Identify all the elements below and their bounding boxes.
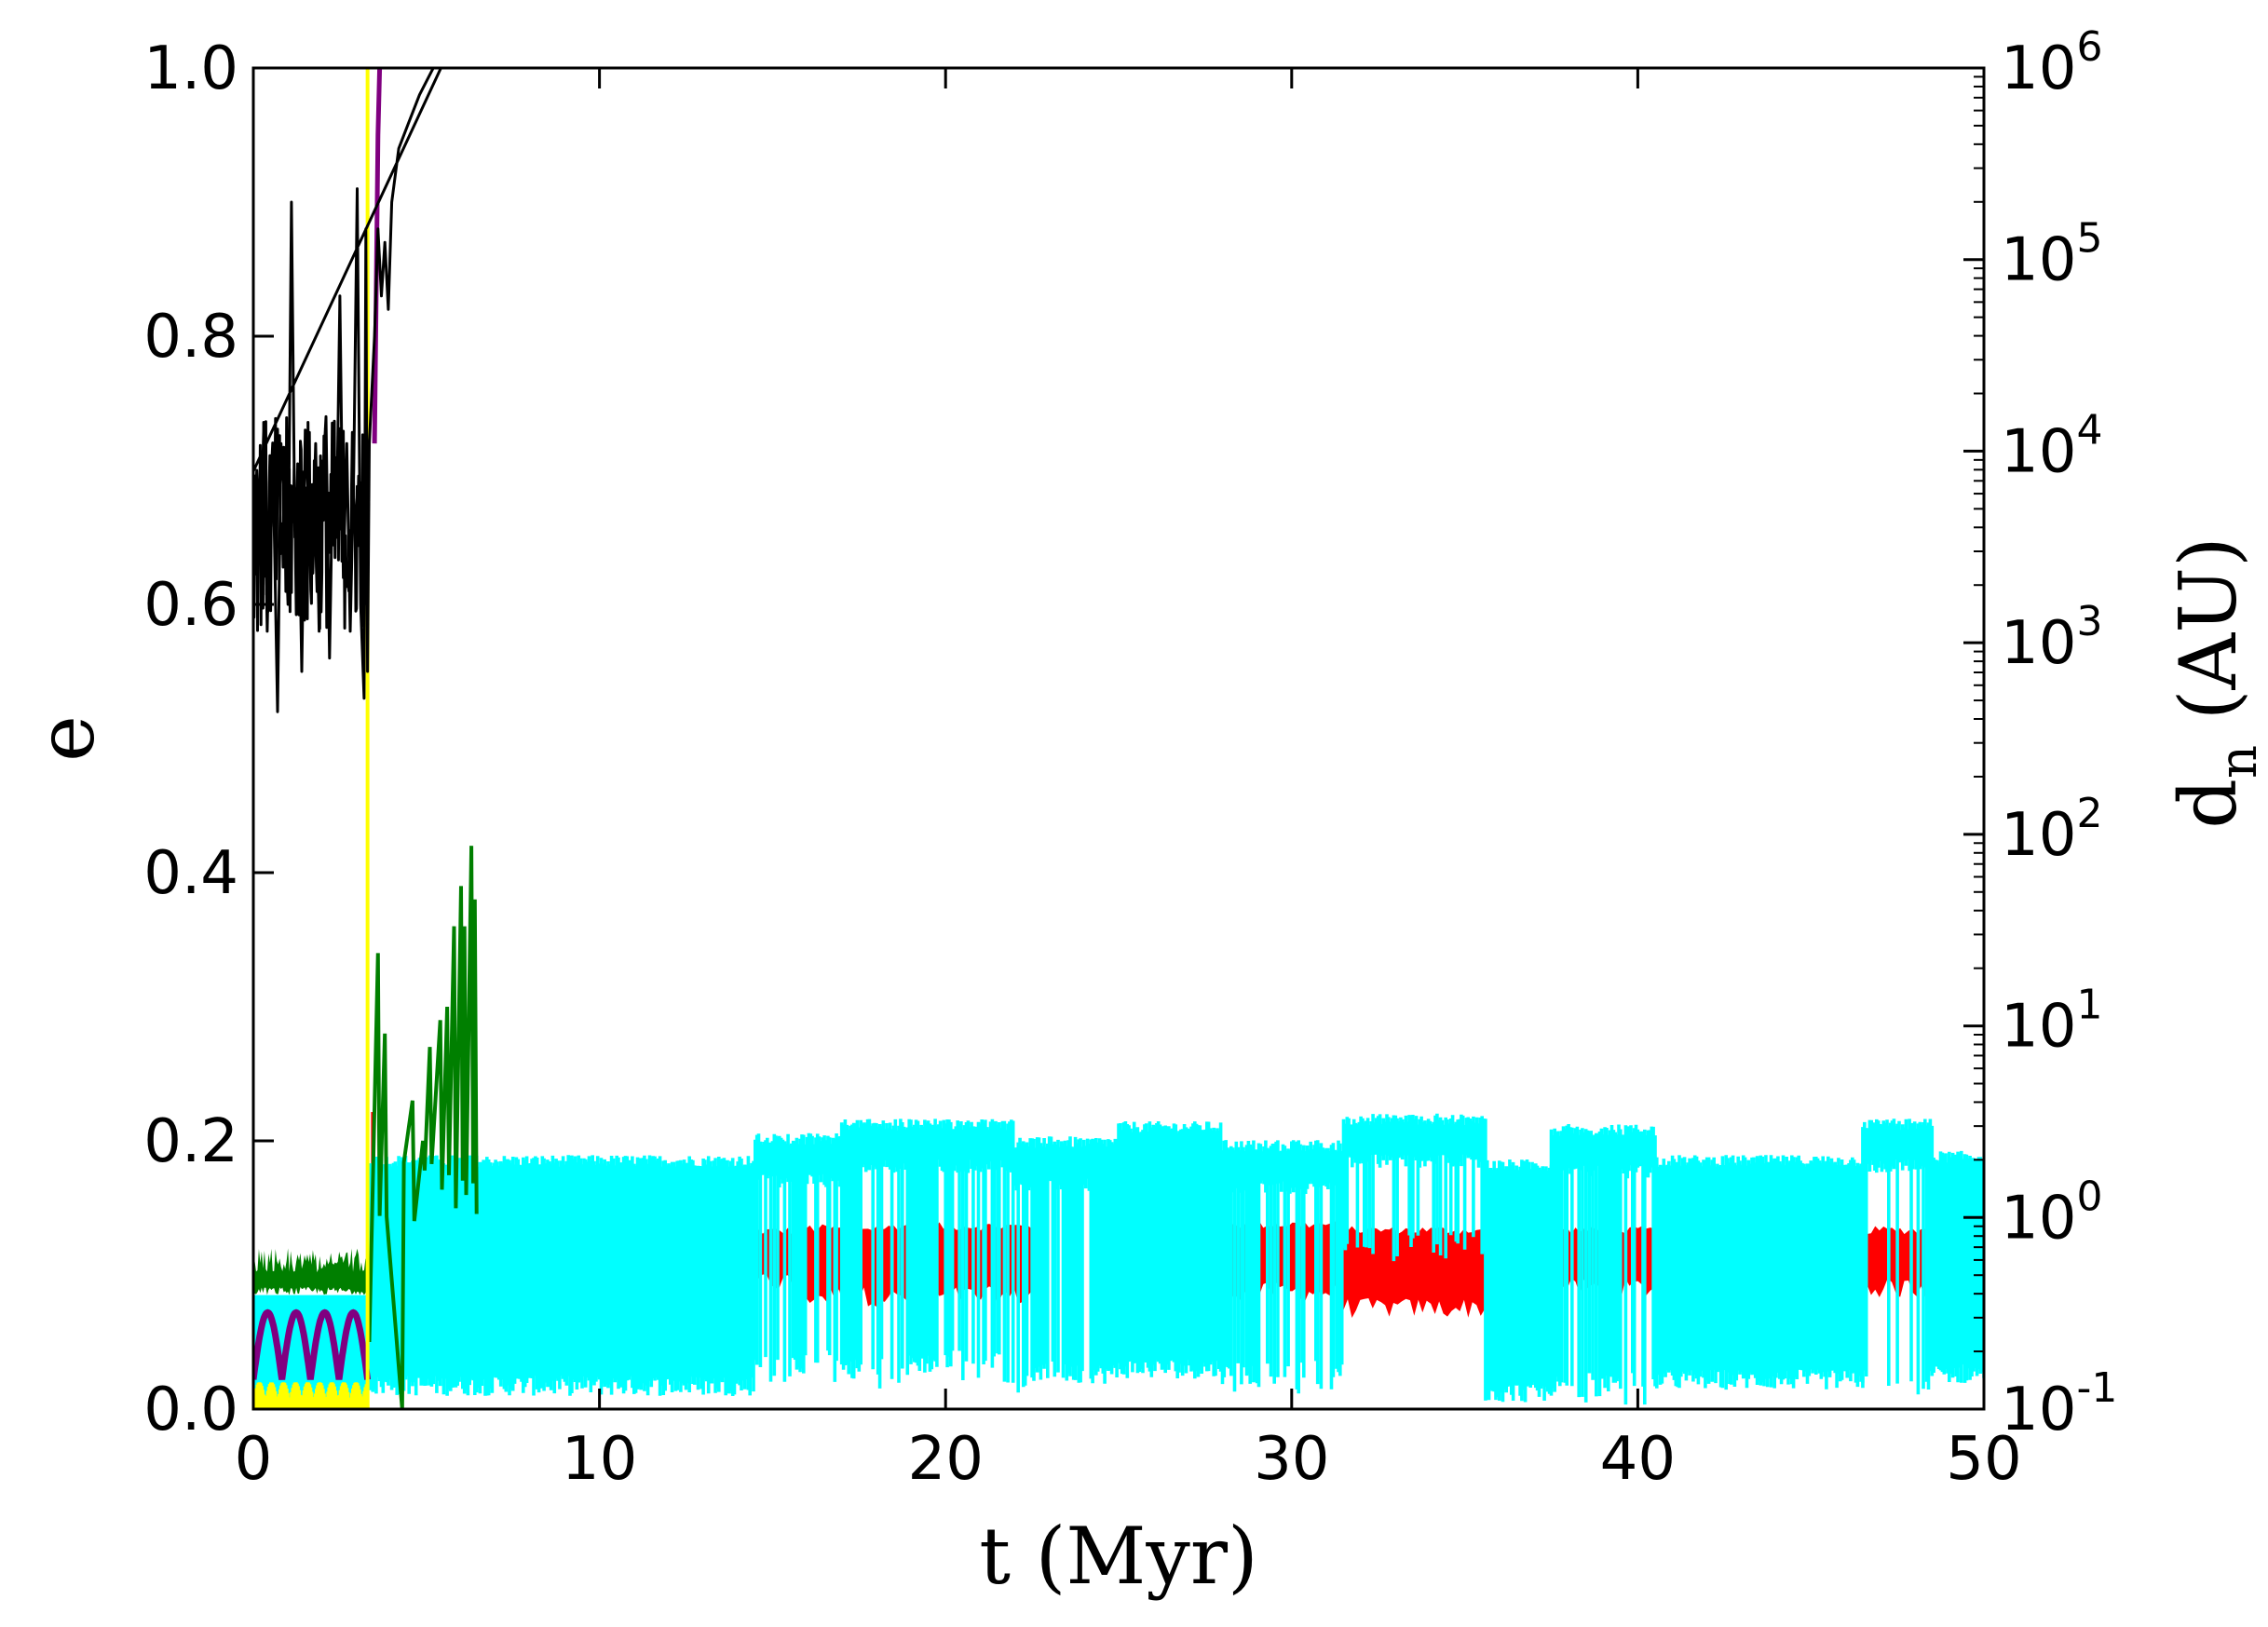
series-cyan-band-6 — [1220, 1140, 1344, 1394]
y-tick-label: 0.6 — [143, 571, 238, 640]
x-tick-label: 20 — [907, 1425, 983, 1494]
series-cyan-band-12 — [1930, 1150, 1984, 1383]
y2-tick-label: 104 — [2001, 406, 2102, 486]
y2-tick-label: 106 — [2001, 23, 2102, 103]
y2-axis-label-sub: n — [2208, 745, 2268, 779]
x-tick-label: 30 — [1254, 1425, 1329, 1494]
axes: 0 10 20 30 40 50 0.0 0.2 0.4 0.6 0.8 1.0 10-1 100 101 1… — [143, 23, 2117, 1494]
y-tick-label: 0.8 — [143, 303, 238, 372]
series-cyan-band-9 — [1549, 1124, 1657, 1405]
series-purple-line — [253, 1308, 372, 1380]
y2-tick-label: 101 — [2001, 982, 2102, 1062]
y2-axis-label: dn (AU) — [2163, 536, 2268, 829]
x-tick-label: 40 — [1600, 1425, 1676, 1494]
series-cyan-band-3 — [909, 1119, 1015, 1383]
svg-text:dn (AU): dn (AU) — [2163, 536, 2268, 829]
series-black-line — [253, 68, 443, 713]
x-axis-label: t (Myr) — [979, 1511, 1258, 1602]
series-cyan-band-11 — [1861, 1119, 1935, 1395]
series-cyan-band-10 — [1653, 1155, 1865, 1390]
x-tick-label: 10 — [562, 1425, 637, 1494]
plot-area — [253, 68, 1984, 1409]
y-tick-label: 0.4 — [143, 839, 238, 908]
series-cyan-band-7 — [1341, 1113, 1487, 1262]
y2-axis-label-rest: (AU) — [2163, 536, 2254, 745]
x-tick-label: 0 — [235, 1425, 273, 1494]
y2-tick-label: 103 — [2001, 598, 2102, 678]
y2-tick-label: 102 — [2001, 790, 2102, 870]
series-cyan-band-8 — [1484, 1159, 1554, 1403]
series-green-spikes — [367, 846, 479, 1409]
y-axis-label: e — [20, 715, 112, 762]
series-cyan-band-0 — [369, 1155, 755, 1396]
series-cyan-band-1 — [754, 1132, 842, 1382]
series-yellow-band-0 — [253, 1382, 370, 1409]
y-tick-label: 1.0 — [143, 34, 238, 103]
series-red-band-5 — [1343, 1226, 1486, 1318]
series-cyan-band-4 — [1012, 1136, 1119, 1393]
y2-tick-label: 10-1 — [2001, 1364, 2117, 1444]
y-tick-label: 0.2 — [143, 1107, 238, 1176]
series-red-band-7 — [1862, 1226, 1925, 1297]
y2-tick-label: 100 — [2001, 1173, 2102, 1253]
y2-tick-label: 105 — [2001, 215, 2102, 295]
series-cyan-band-2 — [839, 1119, 911, 1389]
series-cyan-band-5 — [1117, 1121, 1223, 1379]
y-tick-label: 0.0 — [143, 1376, 238, 1444]
plot-frame — [251, 66, 1986, 1411]
y2-axis-label-main: d — [2163, 779, 2254, 829]
series-green-band-0 — [253, 1248, 367, 1295]
x-tick-label: 50 — [1946, 1425, 2021, 1494]
